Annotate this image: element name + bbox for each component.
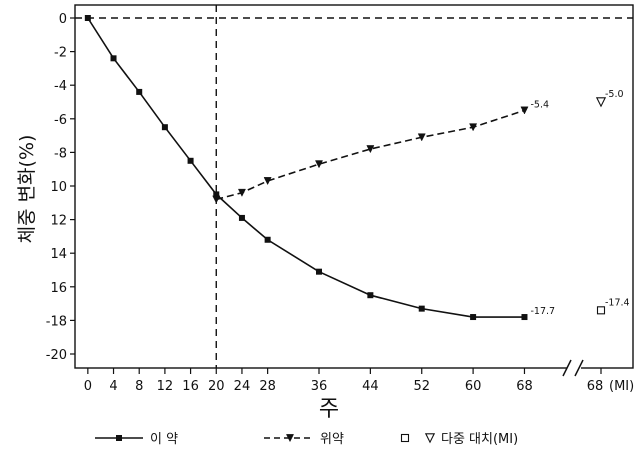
x-tick-label: 36 [311, 379, 328, 394]
data-point-marker [238, 214, 245, 221]
y-tick-label: -2 [54, 46, 67, 61]
legend-label: 이 약 [150, 432, 178, 447]
data-point-marker [470, 314, 477, 321]
x-tick-label-mi-suffix: (MI) [609, 379, 634, 394]
y-tick-label: -4 [54, 79, 67, 94]
data-point-marker [418, 305, 425, 312]
x-tick-label: 12 [157, 379, 174, 394]
axis-break-mark [562, 359, 572, 377]
data-point-marker [84, 15, 91, 21]
data-point-marker [520, 106, 529, 115]
data-point-marker [263, 177, 272, 186]
x-tick-label: 24 [234, 379, 251, 394]
legend-marker-square-open [400, 433, 410, 443]
y-tick-label: -20 [46, 348, 67, 363]
data-point-marker [110, 55, 117, 62]
x-tick-label: 28 [259, 379, 276, 394]
series-line-1 [216, 109, 525, 201]
data-point-marker [213, 191, 220, 198]
x-tick-label: 4 [109, 379, 117, 394]
x-tick-label: 0 [84, 379, 92, 394]
y-tick-label: -8 [54, 146, 67, 161]
data-point-marker [367, 292, 374, 299]
x-tick-label: 44 [362, 379, 379, 394]
end-value-label: -5.4 [530, 99, 549, 110]
x-tick-label: 20 [208, 379, 225, 394]
x-tick-label: 52 [413, 379, 430, 394]
data-point-marker [316, 268, 322, 275]
data-point-marker [469, 123, 478, 132]
x-tick-label: 8 [135, 379, 143, 394]
y-tick-label: 16 [50, 281, 67, 296]
data-point-marker [314, 160, 324, 169]
x-tick-label: 16 [182, 379, 199, 394]
legend-label: 다중 대치(MI) [441, 432, 518, 447]
data-point-marker [417, 133, 426, 142]
data-point-marker [187, 157, 194, 164]
legend-marker-square [116, 435, 122, 441]
x-tick-label: 60 [465, 379, 482, 394]
mi-point-marker [596, 306, 606, 315]
legend-marker-triangle [285, 434, 295, 443]
mi-value-label: -5.0 [605, 89, 624, 100]
mi-value-label: -17.4 [605, 297, 630, 308]
x-tick-label: 68 [516, 379, 533, 394]
mi-point-marker [595, 97, 607, 108]
data-point-marker [366, 145, 375, 154]
data-point-marker [161, 124, 168, 131]
y-tick-label: -6 [54, 113, 67, 128]
legend: 이 약 위약 다중 대치(MI) [95, 432, 518, 447]
y-tick-label: 10 [50, 180, 67, 195]
x-axis-title: 주 [319, 397, 339, 422]
data-point-marker [521, 314, 528, 321]
y-axis-title: 체중 변화(%) [16, 135, 38, 244]
data-point-marker [212, 195, 221, 204]
x-tick-label-mi: 68 [587, 379, 604, 394]
data-point-marker [264, 236, 271, 243]
series-line-0 [87, 17, 525, 318]
end-value-label: -17.7 [530, 306, 555, 317]
legend-label: 위약 [320, 432, 344, 447]
axis-break-mark [574, 359, 584, 377]
y-tick-label: 14 [50, 247, 67, 262]
y-tick-label: 12 [50, 214, 67, 229]
legend-marker-triangle-open [424, 433, 436, 444]
y-tick-label: -18 [46, 314, 67, 329]
y-tick-label: 0 [59, 12, 67, 27]
data-point-marker [237, 188, 246, 197]
data-point-marker [136, 88, 143, 95]
